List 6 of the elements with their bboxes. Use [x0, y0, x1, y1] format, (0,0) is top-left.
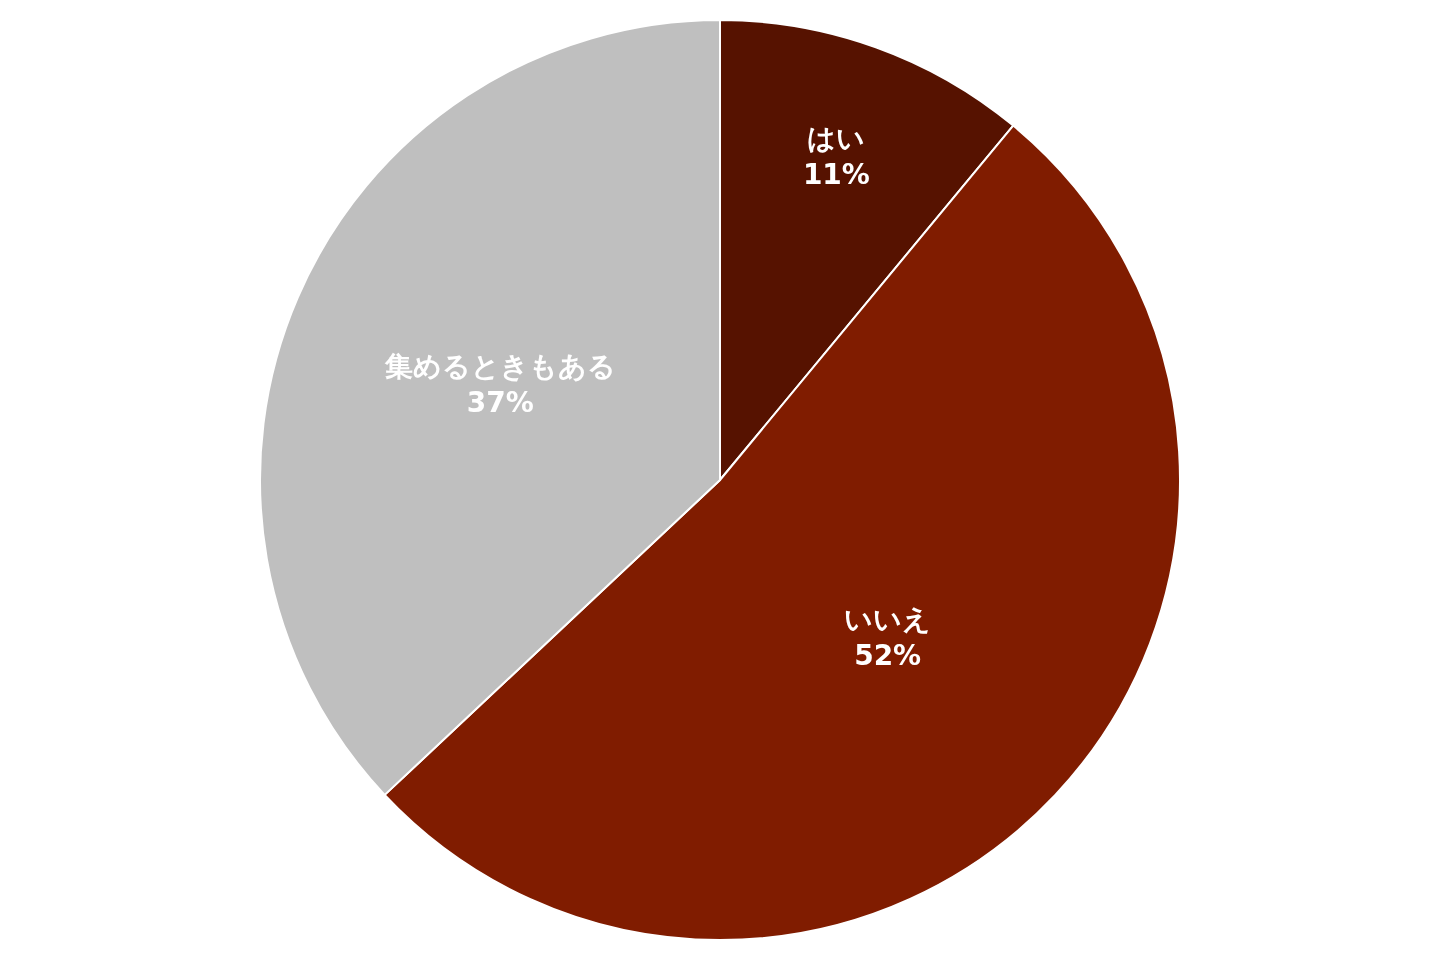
data-label: 52%: [854, 639, 922, 673]
data-label: 11%: [802, 158, 870, 192]
data-label: 37%: [466, 386, 534, 420]
slice-label: いいえ: [844, 602, 932, 636]
slice-label: 集めるときもある: [383, 350, 616, 384]
slice-label: はい: [807, 122, 866, 156]
